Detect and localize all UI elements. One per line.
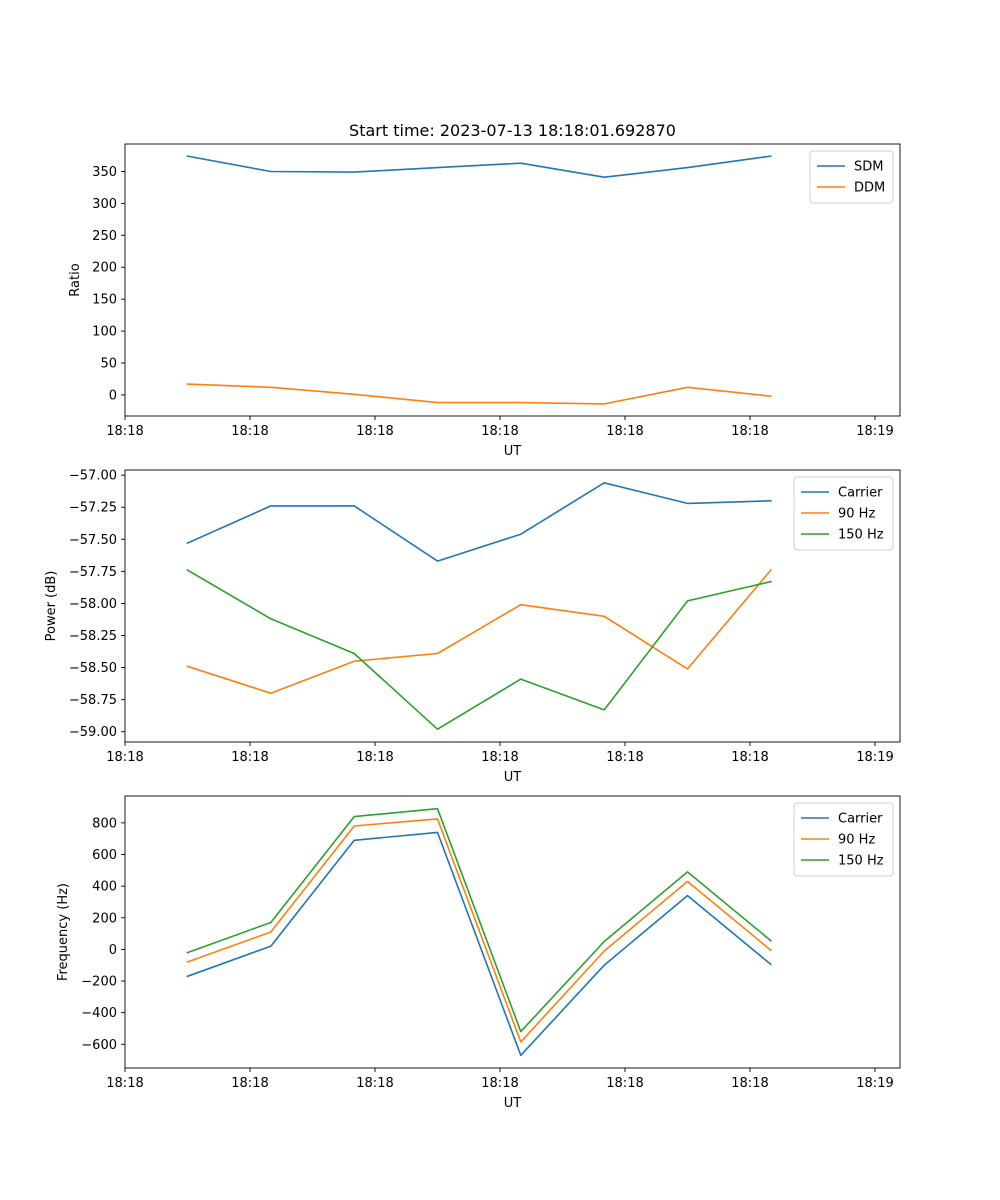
y-tick-label: −400 [81, 1006, 117, 1021]
x-tick-label: 18:18 [481, 424, 518, 439]
x-tick-label: 18:18 [106, 750, 143, 765]
series-line-ddm [186, 383, 772, 405]
y-tick-label: −58.25 [69, 629, 117, 644]
y-tick-label: −59.00 [69, 725, 117, 740]
series-line-carrier [186, 831, 772, 1057]
series-line-90-hz [186, 568, 772, 695]
series-line-sdm [186, 155, 772, 178]
y-tick-label: 600 [92, 848, 117, 863]
legend-box [793, 476, 894, 551]
axes-frame [124, 795, 901, 1069]
y-tick-label: 150 [92, 293, 117, 308]
x-tick-label: 18:18 [231, 750, 268, 765]
legend-label: 150 Hz [838, 854, 884, 869]
y-tick-label: −57.00 [69, 469, 117, 484]
x-tick-label: 18:19 [856, 750, 893, 765]
y-tick-label: 200 [92, 911, 117, 926]
x-axis-label: UT [504, 444, 522, 459]
x-tick-label: 18:18 [481, 750, 518, 765]
x-tick-label: 18:18 [606, 750, 643, 765]
legend-label: DDM [854, 181, 885, 196]
series-line-90-hz [186, 818, 772, 1043]
x-axis-label: UT [504, 770, 522, 785]
legend-box [809, 150, 894, 204]
y-tick-label: 300 [92, 197, 117, 212]
series-line-carrier [186, 481, 772, 562]
chart-title: Start time: 2023-07-13 18:18:01.692870 [349, 121, 676, 140]
x-tick-label: 18:18 [731, 424, 768, 439]
x-tick-label: 18:18 [731, 750, 768, 765]
x-axis-label: UT [504, 1096, 522, 1111]
y-tick-label: −58.00 [69, 597, 117, 612]
series-line-150-hz [186, 807, 772, 1033]
x-tick-label: 18:18 [731, 1076, 768, 1091]
x-tick-label: 18:18 [606, 424, 643, 439]
legend-label: 150 Hz [838, 528, 884, 543]
legend-box [793, 802, 894, 877]
legend-label: 90 Hz [838, 833, 875, 848]
axes-frame [124, 469, 901, 743]
y-tick-label: −57.25 [69, 501, 117, 516]
x-tick-label: 18:18 [231, 1076, 268, 1091]
y-tick-label: 0 [109, 943, 117, 958]
x-tick-label: 18:18 [356, 1076, 393, 1091]
y-axis-label: Frequency (Hz) [56, 883, 71, 981]
frequency-panel: 18:18 18:18 18:18 18:18 18:18 18:18 18:19 −600 −… [56, 795, 901, 1111]
y-tick-label: −57.75 [69, 565, 117, 580]
y-tick-label: 0 [109, 388, 117, 403]
legend-label: Carrier [838, 486, 883, 501]
axes-frame [124, 143, 901, 417]
y-tick-label: 50 [100, 357, 117, 372]
y-tick-label: −200 [81, 975, 117, 990]
y-tick-label: −600 [81, 1038, 117, 1053]
y-axis-label: Ratio [68, 263, 83, 296]
y-tick-label: −58.50 [69, 661, 117, 676]
legend-label: Carrier [838, 812, 883, 827]
y-tick-label: −57.50 [69, 533, 117, 548]
y-tick-label: 200 [92, 261, 117, 276]
y-tick-label: 800 [92, 816, 117, 831]
power-panel: 18:18 18:18 18:18 18:18 18:18 18:18 18:19 −59.0… [44, 469, 901, 785]
ratio-panel: 18:18 18:18 18:18 18:18 18:18 18:18 18:19 0 50 10… [68, 121, 901, 459]
x-tick-label: 18:18 [481, 1076, 518, 1091]
legend-label: SDM [854, 160, 883, 175]
x-tick-label: 18:18 [356, 424, 393, 439]
series-line-150-hz [186, 569, 772, 731]
x-tick-label: 18:18 [606, 1076, 643, 1091]
x-tick-label: 18:18 [106, 1076, 143, 1091]
x-tick-label: 18:18 [231, 424, 268, 439]
x-tick-label: 18:19 [856, 1076, 893, 1091]
x-tick-label: 18:18 [106, 424, 143, 439]
y-tick-label: 400 [92, 880, 117, 895]
y-tick-label: 100 [92, 325, 117, 340]
x-tick-label: 18:19 [856, 424, 893, 439]
x-tick-label: 18:18 [356, 750, 393, 765]
legend-label: 90 Hz [838, 507, 875, 522]
y-tick-label: 250 [92, 229, 117, 244]
y-tick-label: −58.75 [69, 693, 117, 708]
y-axis-label: Power (dB) [44, 571, 59, 642]
y-tick-label: 350 [92, 165, 117, 180]
